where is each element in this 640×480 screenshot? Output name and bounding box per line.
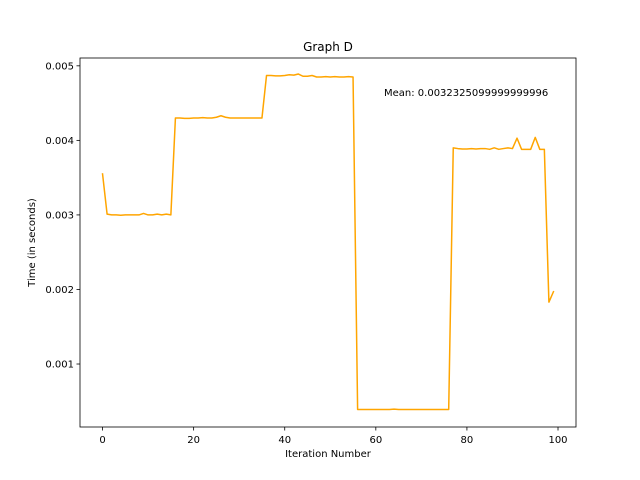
- y-axis-label: Time (in seconds): [27, 198, 38, 288]
- x-axis-label: Iteration Number: [285, 449, 372, 460]
- mean-annotation: Mean: 0.0032325099999999996: [384, 88, 548, 99]
- x-axis-ticks: 0 20 40 60 80 100: [99, 427, 568, 446]
- y-tick-label: 0.002: [45, 285, 74, 296]
- y-tick-label: 0.005: [45, 61, 74, 72]
- series-line-time: [101, 73, 555, 411]
- y-tick-label: 0.004: [45, 136, 74, 147]
- chart-title: Graph D: [303, 40, 353, 54]
- x-tick-label: 60: [369, 435, 382, 446]
- x-tick-label: 80: [461, 435, 474, 446]
- y-tick-label: 0.003: [45, 210, 74, 221]
- x-tick-label: 40: [278, 435, 291, 446]
- y-tick-label: 0.001: [45, 360, 74, 371]
- x-tick-label: 20: [187, 435, 200, 446]
- x-tick-label: 0: [99, 435, 105, 446]
- x-tick-label: 100: [548, 435, 567, 446]
- y-axis-ticks: 0.001 0.002 0.003 0.004 0.005: [45, 61, 80, 371]
- plot-area: [101, 73, 555, 411]
- plot-frame: [79, 57, 577, 428]
